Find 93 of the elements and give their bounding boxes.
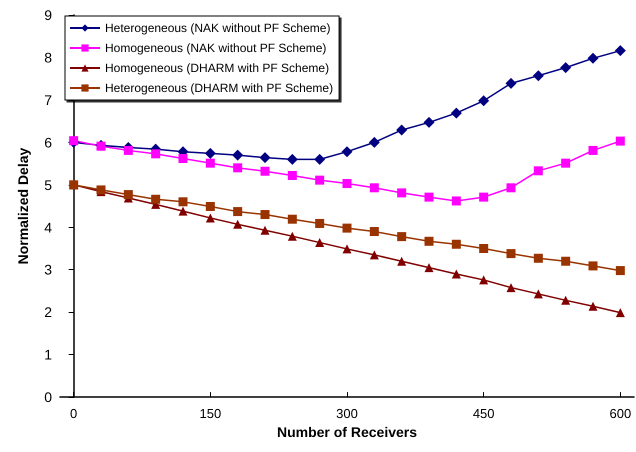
point bbox=[315, 176, 324, 185]
point bbox=[506, 78, 516, 89]
point bbox=[151, 149, 160, 158]
point bbox=[397, 256, 406, 266]
x-axis-title: Number of Receivers bbox=[276, 424, 418, 440]
point bbox=[452, 240, 461, 249]
point bbox=[616, 136, 625, 146]
x-tick-label: 300 bbox=[336, 406, 358, 422]
point bbox=[288, 170, 297, 180]
point bbox=[315, 238, 324, 248]
point bbox=[314, 154, 326, 165]
point bbox=[260, 210, 270, 220]
point bbox=[616, 308, 625, 318]
x-tick-label: 450 bbox=[472, 406, 495, 422]
point bbox=[151, 194, 160, 204]
point bbox=[588, 146, 598, 155]
point bbox=[397, 232, 406, 242]
point bbox=[368, 136, 380, 148]
point bbox=[178, 154, 188, 163]
point bbox=[204, 148, 216, 159]
legend-label: Homogeneous (NAK without PF Scheme) bbox=[105, 41, 326, 55]
point bbox=[233, 207, 242, 216]
point bbox=[370, 227, 379, 236]
point bbox=[232, 150, 244, 161]
point bbox=[260, 166, 270, 176]
point bbox=[233, 163, 242, 172]
point bbox=[370, 250, 379, 260]
y-tick-label: 1 bbox=[44, 346, 52, 363]
point bbox=[478, 95, 490, 106]
point bbox=[506, 283, 516, 292]
point bbox=[588, 302, 598, 311]
y-tick-label: 8 bbox=[44, 49, 52, 66]
point bbox=[342, 244, 352, 254]
point bbox=[479, 244, 488, 254]
point bbox=[396, 124, 408, 136]
point bbox=[561, 158, 570, 168]
x-tick-label: 150 bbox=[199, 406, 222, 422]
y-tick-label: 0 bbox=[44, 389, 52, 406]
point bbox=[534, 289, 543, 298]
y-tick-label: 7 bbox=[44, 92, 52, 108]
point bbox=[588, 261, 598, 270]
x-tick-label: 0 bbox=[70, 406, 78, 422]
point bbox=[614, 45, 626, 56]
point bbox=[342, 179, 352, 188]
point bbox=[560, 62, 572, 74]
y-axis-title: Normalized Delay bbox=[15, 147, 31, 264]
point bbox=[397, 188, 406, 198]
point bbox=[534, 254, 543, 263]
point bbox=[616, 266, 625, 276]
point bbox=[260, 226, 270, 235]
y-tick-label: 2 bbox=[44, 304, 52, 320]
point bbox=[260, 152, 270, 164]
point bbox=[206, 213, 215, 222]
legend-label: Heterogeneous (DHARM with PF Scheme) bbox=[105, 81, 334, 95]
point bbox=[178, 197, 188, 206]
point bbox=[506, 249, 516, 258]
point bbox=[342, 146, 352, 158]
point bbox=[588, 52, 598, 64]
point bbox=[342, 224, 352, 233]
point bbox=[424, 236, 434, 246]
point bbox=[479, 192, 488, 202]
point bbox=[233, 220, 242, 229]
point bbox=[450, 108, 462, 119]
point bbox=[479, 275, 488, 284]
point bbox=[452, 269, 461, 278]
point bbox=[534, 166, 543, 176]
legend-label: Heterogeneous (NAK without PF Scheme) bbox=[105, 21, 330, 35]
point bbox=[506, 183, 516, 192]
point bbox=[424, 116, 434, 128]
point bbox=[124, 146, 133, 155]
x-tick-label: 600 bbox=[609, 406, 632, 422]
y-tick-label: 6 bbox=[44, 134, 52, 150]
y-tick-label: 4 bbox=[44, 219, 52, 236]
point bbox=[424, 263, 434, 272]
y-tick-label: 9 bbox=[44, 7, 52, 23]
point bbox=[370, 183, 379, 192]
point bbox=[286, 154, 298, 165]
point bbox=[206, 202, 215, 211]
point bbox=[532, 70, 544, 82]
point bbox=[561, 296, 570, 305]
legend-label: Homogeneous (DHARM with PF Scheme) bbox=[105, 61, 330, 75]
point bbox=[69, 136, 78, 146]
point bbox=[206, 158, 215, 168]
point bbox=[561, 256, 570, 266]
y-tick-label: 3 bbox=[44, 262, 52, 278]
y-tick-label: 5 bbox=[44, 176, 52, 193]
point bbox=[288, 232, 297, 241]
point bbox=[424, 192, 434, 202]
point bbox=[178, 206, 188, 216]
point bbox=[315, 218, 324, 228]
point bbox=[452, 196, 461, 206]
point bbox=[124, 190, 133, 200]
point bbox=[288, 214, 297, 224]
